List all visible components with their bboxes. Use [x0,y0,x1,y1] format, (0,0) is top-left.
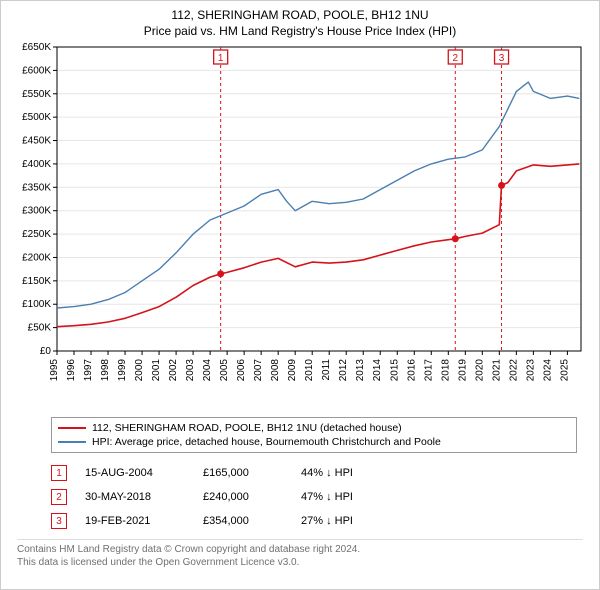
svg-text:2: 2 [452,53,458,64]
event-badge: 1 [51,465,67,481]
legend-row: HPI: Average price, detached house, Bour… [58,435,570,449]
title-subtitle: Price paid vs. HM Land Registry's House … [9,23,591,39]
svg-text:2017: 2017 [423,359,434,382]
chart-area: £0 £50K £100K £150K £200K £250K £300K £350K £400… [9,41,591,411]
svg-text:2025: 2025 [559,359,570,382]
event-badge: 2 [51,489,67,505]
svg-text:1999: 1999 [117,359,128,382]
svg-text:£300K: £300K [22,206,51,217]
svg-text:2008: 2008 [270,359,281,382]
svg-text:1997: 1997 [83,359,94,382]
attribution-line2: This data is licensed under the Open Gov… [17,556,583,569]
svg-text:2001: 2001 [151,359,162,382]
event-date: 30-MAY-2018 [85,491,185,503]
event-date: 15-AUG-2004 [85,467,185,479]
svg-text:£250K: £250K [22,229,51,240]
svg-text:2011: 2011 [321,359,332,381]
svg-text:2010: 2010 [304,359,315,382]
svg-text:£0: £0 [40,346,52,357]
svg-text:£350K: £350K [22,183,51,194]
legend-swatch [58,441,86,443]
legend-label: 112, SHERINGHAM ROAD, POOLE, BH12 1NU (d… [92,422,402,434]
svg-text:£100K: £100K [22,300,51,311]
chart-title: 112, SHERINGHAM ROAD, POOLE, BH12 1NU Pr… [9,7,591,39]
svg-text:2016: 2016 [406,359,417,382]
svg-text:£650K: £650K [22,42,51,53]
event-price: £354,000 [203,515,283,527]
event-price: £240,000 [203,491,283,503]
svg-text:2013: 2013 [355,359,366,382]
legend-swatch [58,427,86,429]
legend-row: 112, SHERINGHAM ROAD, POOLE, BH12 1NU (d… [58,421,570,435]
event-badge: 3 [51,513,67,529]
svg-text:2020: 2020 [474,359,485,382]
svg-text:£550K: £550K [22,89,51,100]
svg-text:£450K: £450K [22,136,51,147]
title-address: 112, SHERINGHAM ROAD, POOLE, BH12 1NU [9,7,591,23]
svg-text:2018: 2018 [440,359,451,382]
svg-text:1996: 1996 [66,359,77,382]
svg-text:2023: 2023 [525,359,536,382]
event-delta: 47% ↓ HPI [301,491,353,503]
svg-text:£600K: £600K [22,66,51,77]
svg-text:£50K: £50K [28,323,52,334]
svg-text:2005: 2005 [219,359,230,382]
svg-text:2004: 2004 [202,359,213,382]
legend: 112, SHERINGHAM ROAD, POOLE, BH12 1NU (d… [51,417,577,453]
legend-label: HPI: Average price, detached house, Bour… [92,436,441,448]
svg-text:2021: 2021 [491,359,502,382]
event-table: 1 15-AUG-2004 £165,000 44% ↓ HPI 2 30-MAY-201… [51,461,577,533]
attribution-line1: Contains HM Land Registry data © Crown c… [17,543,583,556]
event-delta: 44% ↓ HPI [301,467,353,479]
svg-text:2002: 2002 [168,359,179,382]
svg-text:1: 1 [218,53,224,64]
event-row: 3 19-FEB-2021 £354,000 27% ↓ HPI [51,509,577,533]
svg-text:2012: 2012 [338,359,349,382]
svg-text:£150K: £150K [22,276,51,287]
svg-text:2003: 2003 [185,359,196,382]
event-row: 1 15-AUG-2004 £165,000 44% ↓ HPI [51,461,577,485]
svg-text:2000: 2000 [134,359,145,382]
svg-text:£200K: £200K [22,253,51,264]
svg-text:2007: 2007 [253,359,264,382]
svg-text:2009: 2009 [287,359,298,382]
line-chart-svg: £0 £50K £100K £150K £200K £250K £300K £350K £400… [9,41,591,411]
svg-text:2015: 2015 [389,359,400,382]
svg-text:2024: 2024 [542,359,553,382]
svg-text:2006: 2006 [236,359,247,382]
event-row: 2 30-MAY-2018 £240,000 47% ↓ HPI [51,485,577,509]
event-delta: 27% ↓ HPI [301,515,353,527]
figure-container: 112, SHERINGHAM ROAD, POOLE, BH12 1NU Pr… [0,0,600,590]
svg-text:£500K: £500K [22,113,51,124]
svg-text:1998: 1998 [100,359,111,382]
svg-text:2019: 2019 [457,359,468,382]
svg-text:2022: 2022 [508,359,519,382]
event-date: 19-FEB-2021 [85,515,185,527]
event-price: £165,000 [203,467,283,479]
svg-text:2014: 2014 [372,359,383,382]
svg-text:1995: 1995 [49,359,60,382]
svg-text:3: 3 [499,53,505,64]
attribution: Contains HM Land Registry data © Crown c… [17,539,583,569]
svg-text:£400K: £400K [22,159,51,170]
